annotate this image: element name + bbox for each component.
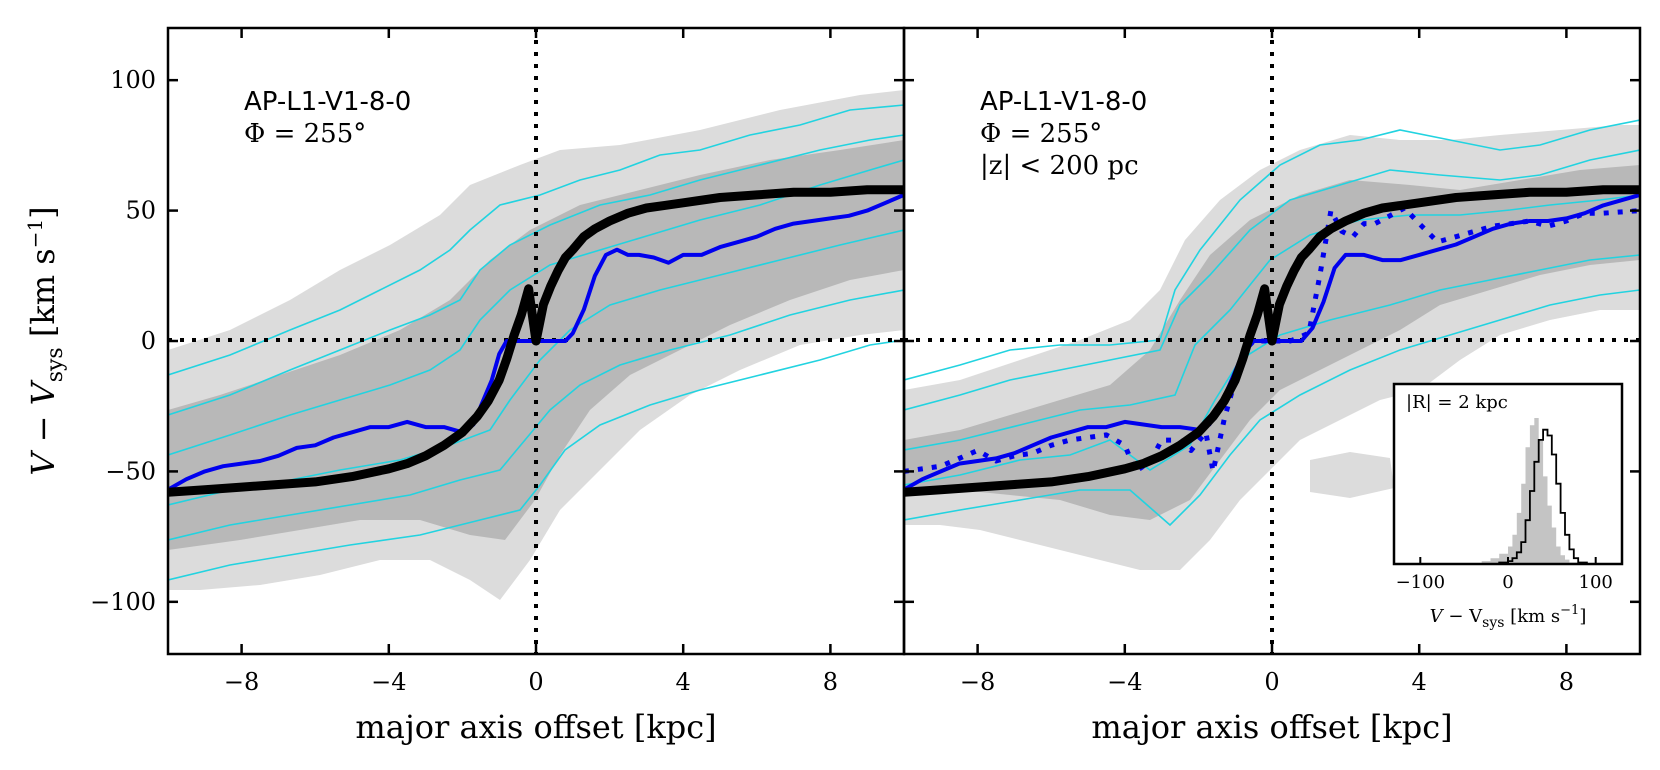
inset-label-rest: − V [1443, 606, 1484, 627]
y-label-unit: [km s [24, 248, 62, 347]
y-tick-label: 50 [125, 197, 156, 225]
left-x-tick-label: 4 [676, 668, 691, 696]
left-series-black-thick-line [168, 185, 904, 497]
y-tick-label: −100 [90, 588, 156, 616]
inset-x-tick-label: 100 [1579, 572, 1613, 593]
inset-grey-histogram [1472, 418, 1583, 564]
right-x-tick-label: 4 [1412, 668, 1427, 696]
y-label-vs: V [24, 379, 62, 405]
left-phi-label: Φ = 255° [244, 119, 366, 149]
axis-tick-labels: −8 −4 0 4 8 −100 −50 0 50 100 −8 −4 0 4 8 [90, 66, 1574, 696]
inset-step-histogram [1490, 428, 1592, 564]
y-tick-label: 0 [141, 327, 156, 355]
right-x-tick-label: 8 [1559, 668, 1574, 696]
y-label-close: ] [24, 206, 62, 218]
density-region-blob [1310, 452, 1394, 498]
contour-line [168, 339, 904, 581]
contour-line [904, 149, 1640, 411]
y-label-exp: −1 [23, 219, 47, 248]
left-series-blue-solid-line [168, 192, 904, 492]
inset-x-tick-label: 0 [1502, 572, 1513, 593]
right-phi-label: Φ = 255° [980, 119, 1102, 149]
right-z-label: |z| < 200 pc [980, 151, 1139, 181]
left-x-axis-label: major axis offset [kpc] [355, 708, 716, 746]
inset-title: |R| = 2 kpc [1406, 392, 1508, 413]
left-x-tick-label: −8 [224, 668, 259, 696]
y-axis-label: V − Vsys [km s−1] [23, 206, 68, 475]
y-tick-label: −50 [105, 457, 156, 485]
right-series-black-thick-line [904, 185, 1640, 497]
left-series [168, 185, 904, 497]
contour-line [168, 229, 904, 506]
inset-label-v: V [1430, 606, 1445, 627]
right-x-tick-label: −8 [960, 668, 995, 696]
right-x-tick-label: 0 [1264, 668, 1279, 696]
left-x-tick-label: −4 [371, 668, 406, 696]
contour-line [168, 134, 904, 416]
inset-x-tick-label: −100 [1396, 572, 1445, 593]
inset-label-close: ] [1579, 606, 1586, 627]
left-run-label: AP-L1-V1-8-0 [244, 87, 411, 117]
contour-line [904, 119, 1640, 381]
inset-label-sub: sys [1482, 615, 1504, 631]
left-x-tick-label: 0 [528, 668, 543, 696]
contour-line [168, 104, 904, 376]
inset-x-label: V − Vsys [km s−1] [1430, 603, 1587, 631]
inset-series [1472, 418, 1592, 564]
right-series [904, 185, 1640, 497]
inset-label-unit: [km s [1504, 606, 1560, 627]
right-x-axis-label: major axis offset [kpc] [1091, 708, 1452, 746]
right-cyan-contours [904, 119, 1640, 527]
axis-ticks [168, 28, 1640, 654]
inset-background [1394, 384, 1622, 564]
left-x-tick-label: 8 [823, 668, 838, 696]
contour-line [168, 159, 904, 456]
inset-histogram: −100 0 100 |R| = 2 kpc V − Vsys [km s−1] [1392, 382, 1624, 631]
right-x-tick-label: −4 [1107, 668, 1142, 696]
y-label-minus: − [24, 405, 62, 452]
inset-ticks: −100 0 100 [1396, 557, 1613, 593]
contour-line [904, 289, 1640, 527]
right-run-label: AP-L1-V1-8-0 [980, 87, 1147, 117]
y-tick-label: 100 [110, 66, 156, 94]
inset-label-exp: −1 [1560, 603, 1579, 618]
y-label-v: V [24, 450, 62, 476]
svg-text:V − Vsys [km s−1]: V − Vsys [km s−1] [23, 206, 68, 475]
y-label-sub: sys [43, 347, 68, 382]
right-series-blue-dotted-line [904, 205, 1640, 474]
